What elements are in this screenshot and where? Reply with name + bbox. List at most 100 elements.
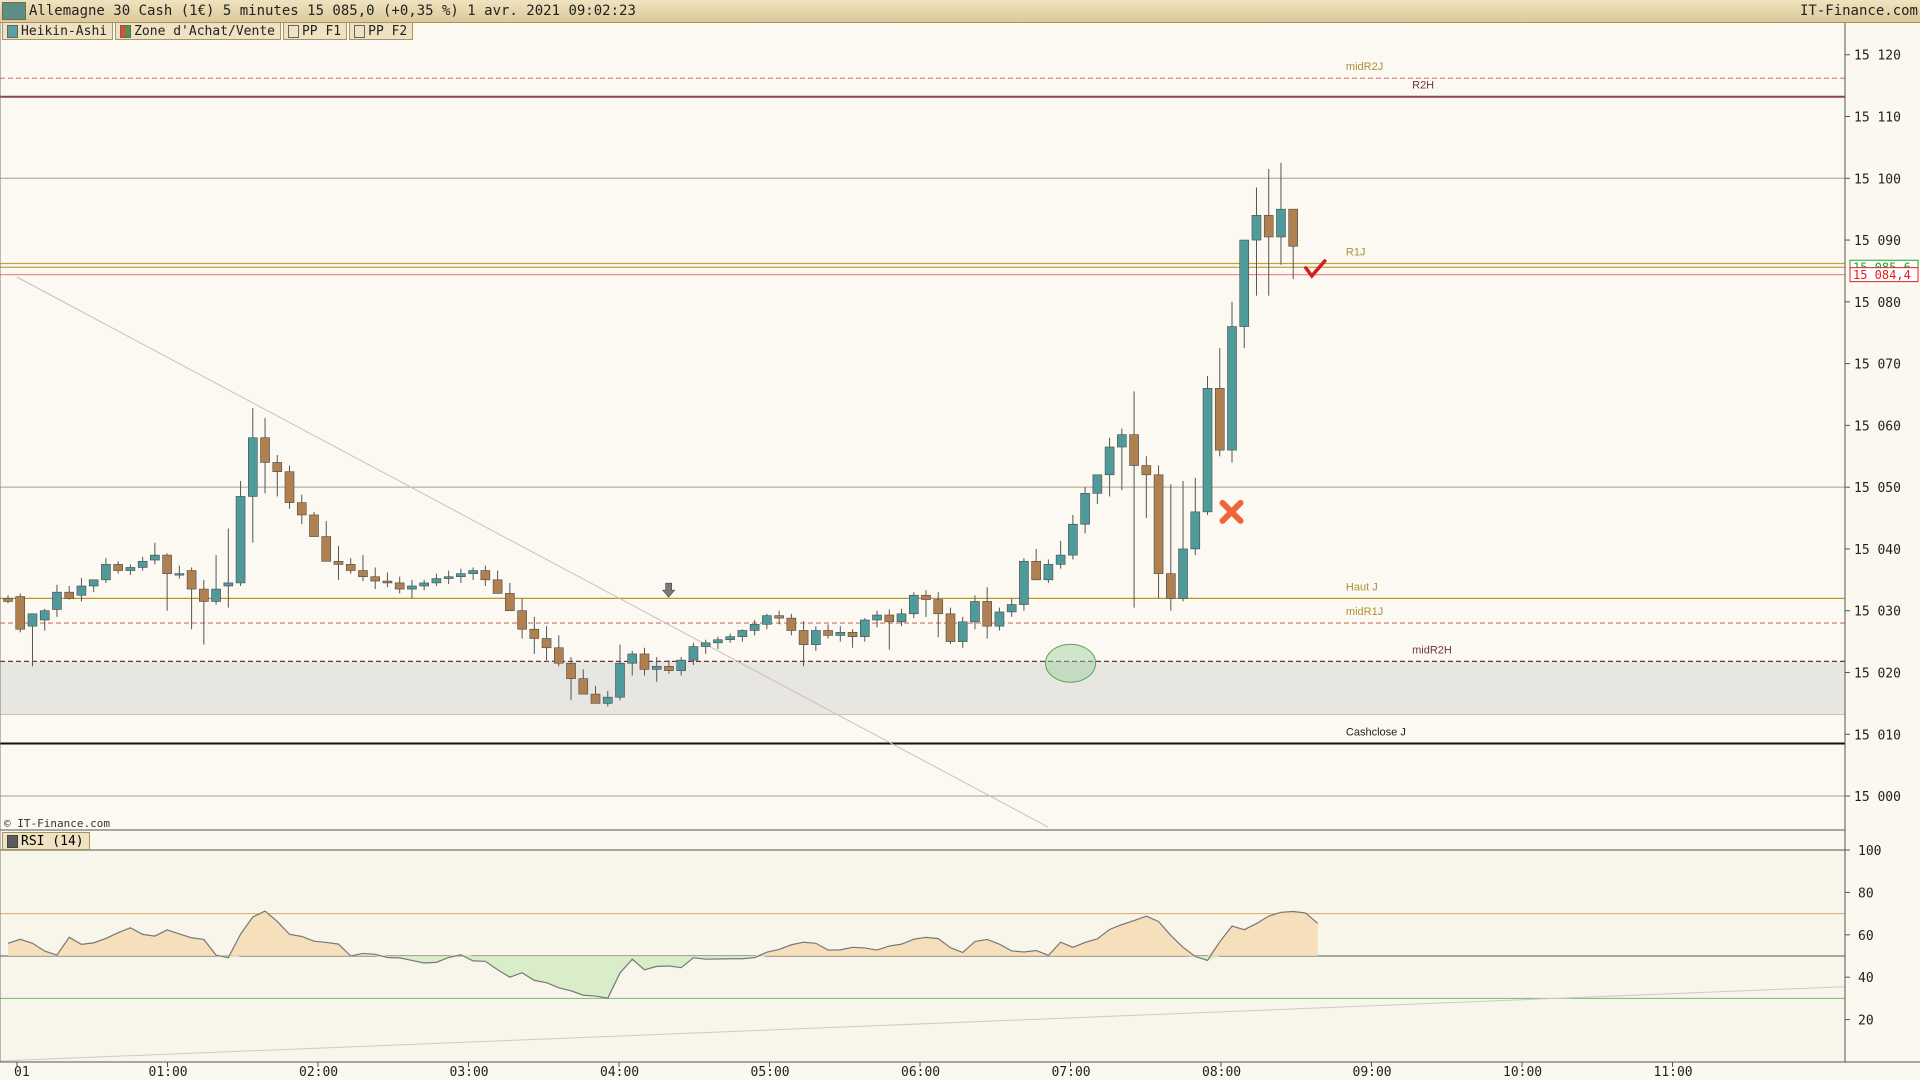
candle-body <box>64 591 74 599</box>
candle-body <box>345 564 356 571</box>
candle-body <box>1288 208 1298 247</box>
candle-body <box>896 613 907 623</box>
candle-body <box>884 614 895 623</box>
buy-signal-icon <box>1045 643 1096 683</box>
legend-label: Zone d'Achat/Vente <box>134 23 275 39</box>
candle-body <box>1276 208 1286 238</box>
candle-body <box>199 588 209 602</box>
y-tick-label: 15 050 <box>1854 481 1901 496</box>
candle-body <box>125 567 136 571</box>
rsi-overbought-fill <box>8 911 1318 956</box>
candle-body <box>774 615 784 619</box>
legend-label: PP F1 <box>301 23 342 39</box>
x-tick-label: 09:00 <box>1353 1065 1392 1080</box>
x-tick-label: 03:00 <box>450 1065 489 1080</box>
candle-body <box>615 662 625 698</box>
support-zone <box>0 661 1845 715</box>
candle-body <box>1117 434 1127 448</box>
x-tick-label: 06:00 <box>901 1065 940 1080</box>
x-tick-label: 01 <box>14 1065 30 1080</box>
rsi-trend-line <box>0 986 1846 1062</box>
candle-body <box>492 579 503 594</box>
indicator-legend: Heikin-Ashi Zone d'Achat/Vente PP F1 PP … <box>0 22 414 40</box>
candle-body <box>52 591 62 610</box>
y-tick-label: 15 000 <box>1854 790 1901 805</box>
candle-body <box>700 642 711 647</box>
candle-body <box>749 623 760 631</box>
candle-body <box>553 647 564 664</box>
grid-lines <box>0 177 1845 797</box>
trend-line <box>16 276 1049 828</box>
site-name[interactable]: IT-Finance.com <box>1799 3 1918 19</box>
rsi-y-tick-label: 80 <box>1858 886 1874 901</box>
candle-body <box>1251 215 1262 241</box>
candle-body <box>835 632 846 636</box>
candle-body <box>798 630 809 645</box>
check-signal-icon <box>1304 259 1327 279</box>
y-tick-label: 15 030 <box>1854 605 1901 620</box>
candle-body <box>872 614 882 621</box>
right-axis-bg <box>1846 22 1920 1062</box>
candle-body <box>321 536 332 562</box>
candle-body <box>101 564 111 581</box>
price-box-label: 15 084,4 <box>1853 268 1911 282</box>
x-tick-label: 08:00 <box>1202 1065 1241 1080</box>
candle-body <box>137 560 148 568</box>
x-tick-label: 05:00 <box>751 1065 790 1080</box>
candle-body <box>529 628 540 639</box>
down-arrow-icon <box>662 582 676 598</box>
candle-body <box>1166 573 1176 599</box>
candle-body <box>1031 560 1041 581</box>
legend-label: Heikin-Ashi <box>21 23 108 39</box>
y-tick-label: 15 090 <box>1854 234 1901 249</box>
legend-heikin-ashi[interactable]: Heikin-Ashi <box>2 22 114 40</box>
candle-body <box>1214 388 1225 451</box>
candle-body <box>1153 474 1164 574</box>
y-tick-label: 15 040 <box>1854 543 1901 558</box>
candle-body <box>737 630 748 637</box>
rsi-swatch-icon <box>7 834 18 848</box>
candle-body <box>1129 434 1139 466</box>
x-tick-label: 11:00 <box>1654 1065 1693 1080</box>
candle-body <box>15 596 26 630</box>
candle-body <box>945 613 956 642</box>
candle-body <box>272 462 283 473</box>
candle-body <box>394 582 405 590</box>
rsi-series <box>0 849 1846 1062</box>
y-tick-label: 15 020 <box>1854 666 1901 681</box>
candle-body <box>517 610 527 630</box>
x-tick-label: 04:00 <box>600 1065 639 1080</box>
legend-zone-achat-vente[interactable]: Zone d'Achat/Vente <box>115 22 281 40</box>
rsi-line <box>7 910 1319 999</box>
candle-body <box>651 665 662 670</box>
candle-body <box>676 659 687 671</box>
level-label: Cashclose J <box>1346 727 1406 739</box>
level-label: midR1J <box>1346 606 1383 618</box>
legend-pp-f2[interactable]: PP F2 <box>349 22 414 40</box>
candle-body <box>468 570 478 574</box>
candle-body <box>443 576 454 579</box>
candle-body <box>762 615 772 625</box>
candle-body <box>1141 465 1152 476</box>
candle-body <box>921 594 931 600</box>
x-tick-label: 01:00 <box>149 1065 188 1080</box>
candle-body <box>162 554 172 574</box>
legend-rsi[interactable]: RSI (14) <box>2 832 90 850</box>
candle-body <box>1227 326 1237 451</box>
candle-body <box>1092 474 1103 494</box>
candle-body <box>186 570 197 590</box>
candle-body <box>419 582 429 587</box>
candle-body <box>456 573 466 578</box>
candle-body <box>933 599 944 615</box>
legend-pp-f1[interactable]: PP F1 <box>282 22 348 40</box>
y-tick-label: 15 060 <box>1854 419 1901 434</box>
app-logo-icon <box>2 2 26 20</box>
support-zone-band <box>0 661 1845 715</box>
candle-body <box>505 593 515 612</box>
candle-body <box>541 638 552 649</box>
candle-body <box>284 471 295 503</box>
candle-body <box>1006 604 1017 613</box>
level-label: R2H <box>1412 80 1434 92</box>
candle-body <box>1080 493 1090 525</box>
y-tick-label: 15 080 <box>1854 296 1901 311</box>
